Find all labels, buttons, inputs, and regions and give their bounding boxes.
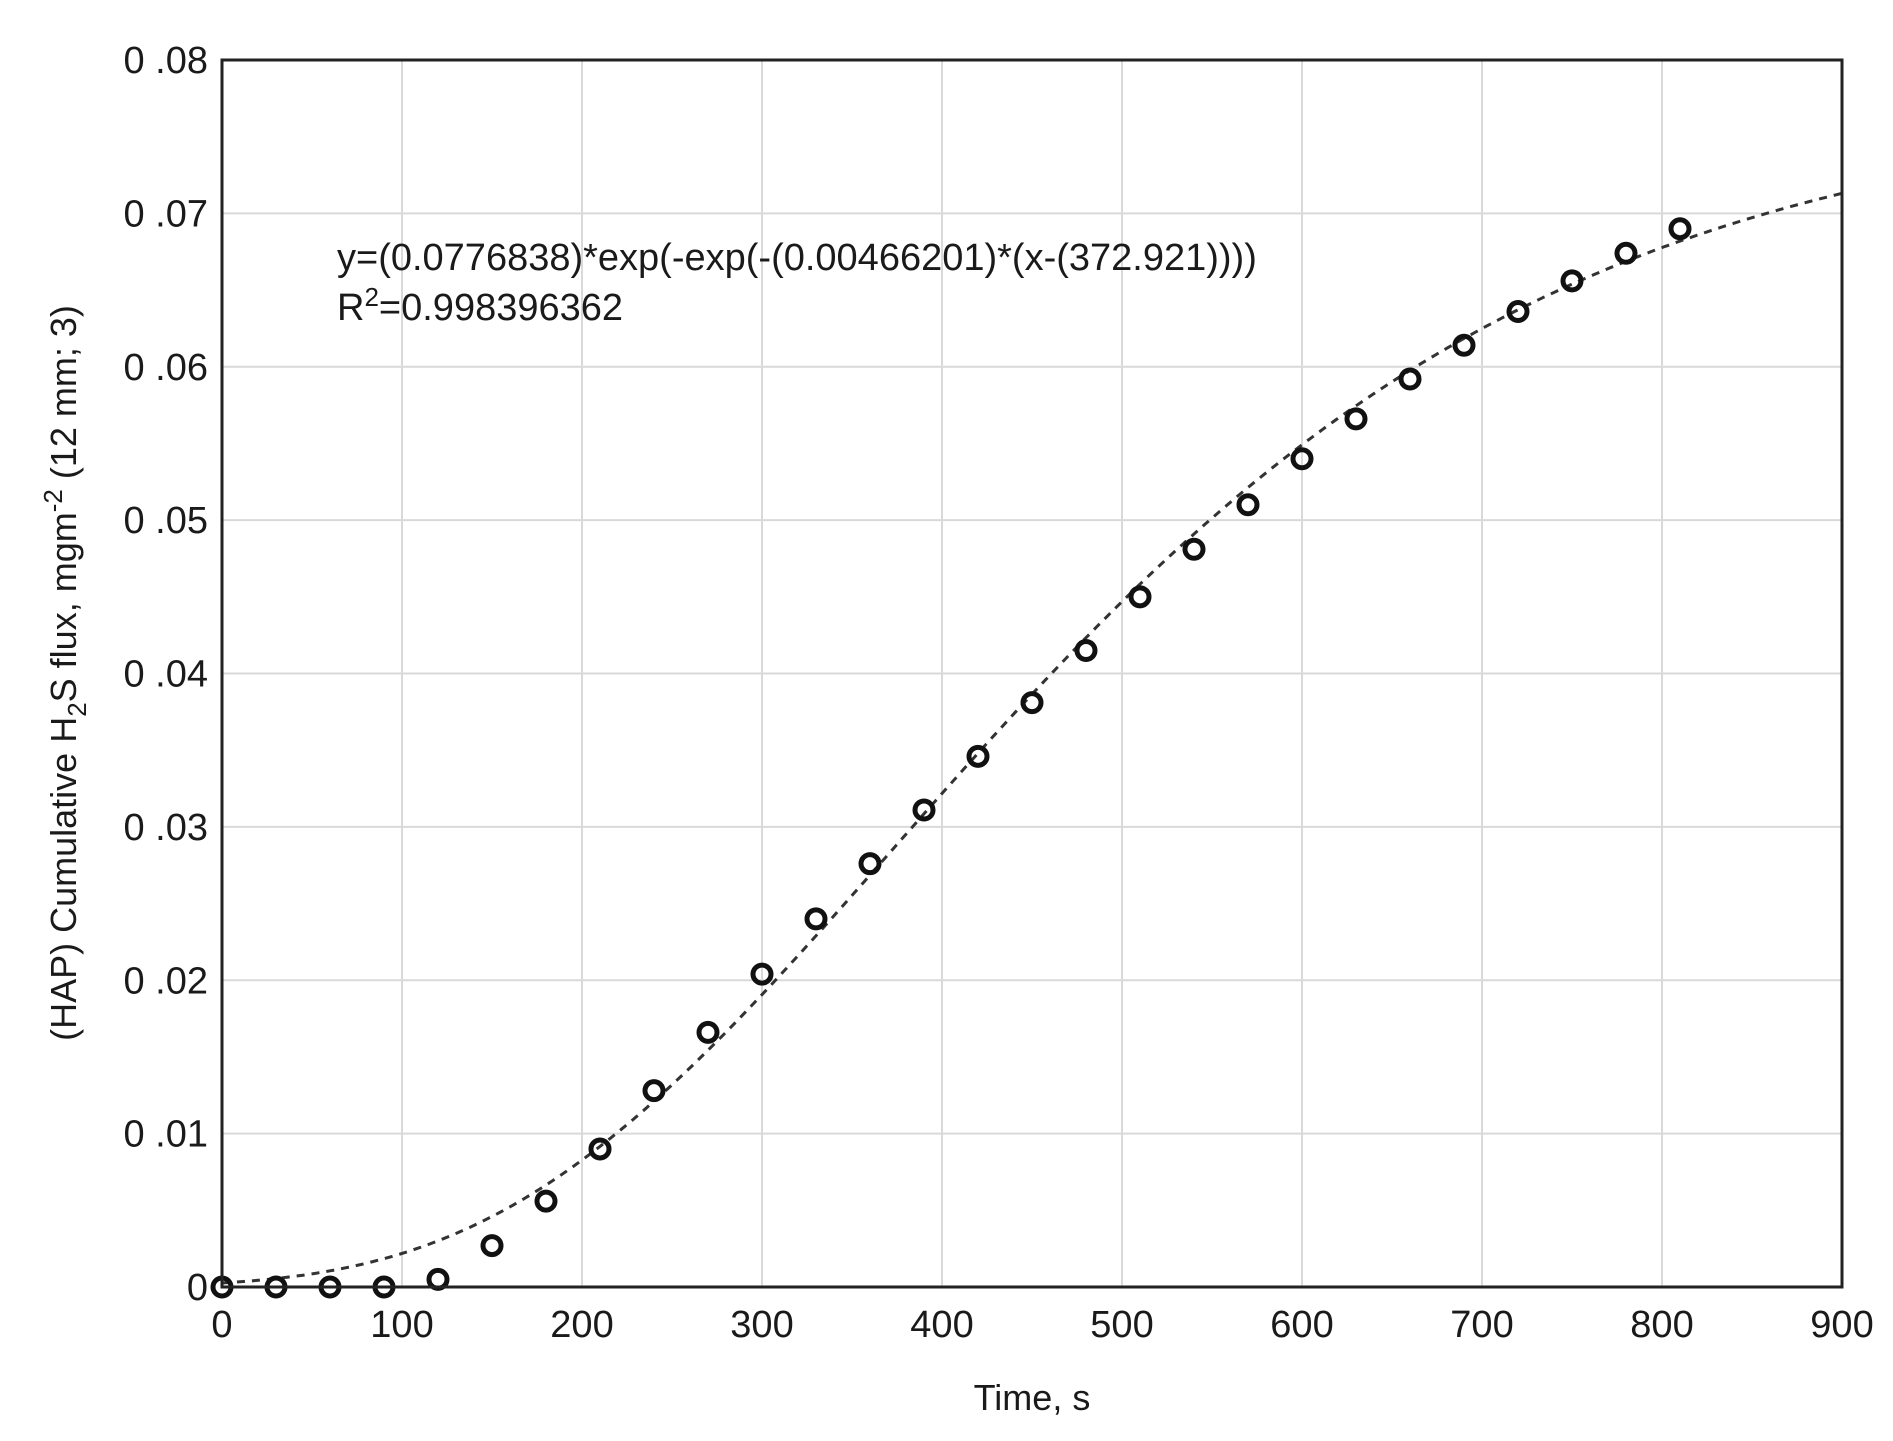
y-tick-label: 0 .06: [123, 347, 208, 389]
data-point: [858, 852, 882, 876]
x-tick-label: 900: [1810, 1304, 1873, 1346]
y-tick-label: 0 .08: [123, 40, 208, 82]
y-tick-labels: 0 0 .01 0 .02 0 .03 0 .04 0 .05 0 .06 0 .07 0 .0…: [123, 40, 208, 1309]
fit-curve-layer: [221, 191, 1843, 1285]
data-point: [1182, 537, 1206, 561]
data-point: [1398, 367, 1422, 391]
x-tick-label: 600: [1270, 1304, 1333, 1346]
x-tick-label: 100: [370, 1304, 433, 1346]
x-tick-label: 800: [1630, 1304, 1693, 1346]
y-tick-label: 0 .05: [123, 500, 208, 542]
y-axis-title: (HAP) Cumulative H2S flux, mgm-2 (12 mm;…: [38, 305, 92, 1041]
fit-equation: y=(0.0776838)*exp(-exp(-(0.00466201)*(x-…: [337, 237, 1257, 279]
data-point: [1128, 585, 1152, 609]
data-point: [1506, 300, 1530, 324]
data-point: [1452, 333, 1476, 357]
x-axis-title: Time, s: [974, 1377, 1091, 1418]
r-squared: R2=0.998396362: [337, 282, 623, 329]
x-tick-label: 0: [211, 1304, 232, 1346]
data-point: [480, 1234, 504, 1258]
data-point: [642, 1079, 666, 1103]
x-tick-label: 200: [550, 1304, 613, 1346]
data-points: [210, 217, 1692, 1299]
data-point: [1344, 407, 1368, 431]
x-tick-labels: 0 100 200 300 400 500 600 700 800 900: [211, 1304, 1873, 1346]
x-tick-label: 300: [730, 1304, 793, 1346]
y-tick-label: 0 .03: [123, 807, 208, 849]
y-tick-label: 0 .04: [123, 654, 208, 696]
data-point: [750, 962, 774, 986]
data-point: [534, 1189, 558, 1213]
plot-frame: [220, 58, 1844, 1289]
data-point: [588, 1137, 612, 1161]
x-tick-label: 700: [1450, 1304, 1513, 1346]
y-tick-label: 0: [187, 1267, 208, 1309]
data-point: [1236, 493, 1260, 517]
y-tick-label: 0 .02: [123, 960, 208, 1002]
data-point: [804, 907, 828, 931]
data-point: [1290, 447, 1314, 471]
fit-curve: [221, 191, 1843, 1285]
data-point: [1074, 638, 1098, 662]
x-tick-label: 400: [910, 1304, 973, 1346]
data-point: [912, 798, 936, 822]
y-tick-label: 0 .01: [123, 1114, 208, 1156]
data-point: [966, 744, 990, 768]
data-point: [696, 1020, 720, 1044]
data-point: [1668, 217, 1692, 241]
data-point: [1560, 269, 1584, 293]
data-point: [1020, 691, 1044, 715]
x-tick-label: 500: [1090, 1304, 1153, 1346]
data-point: [1614, 241, 1638, 265]
y-tick-label: 0 .07: [123, 193, 208, 235]
